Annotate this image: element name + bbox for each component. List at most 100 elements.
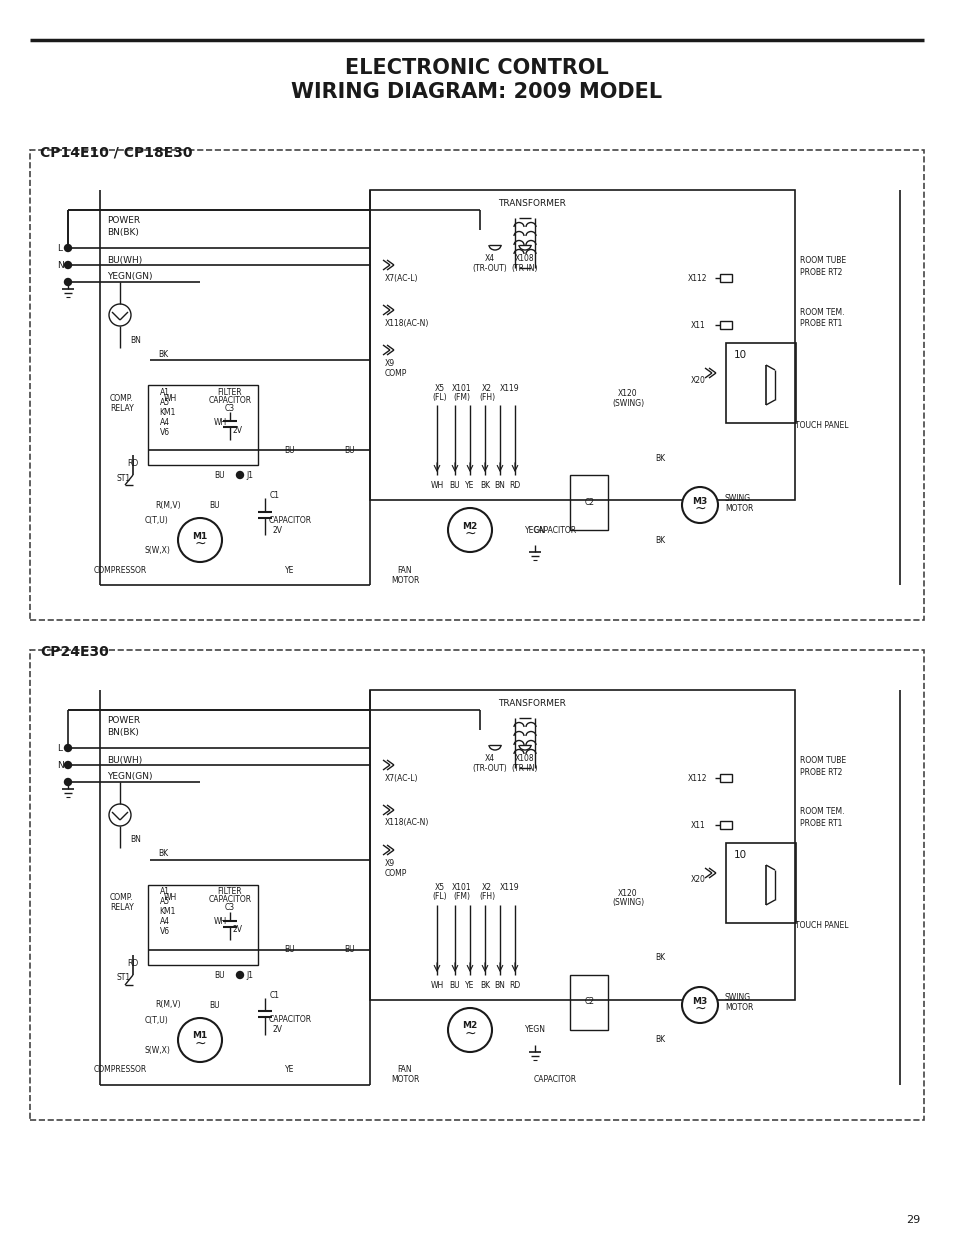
- Text: POWER: POWER: [107, 215, 140, 225]
- Bar: [720, 821, 731, 829]
- Text: WIRING DIAGRAM: 2009 MODEL: WIRING DIAGRAM: 2009 MODEL: [291, 82, 662, 103]
- Text: ST1: ST1: [117, 973, 131, 983]
- Text: C3: C3: [225, 904, 234, 913]
- Text: BU(WH): BU(WH): [107, 756, 142, 764]
- Text: CP14E10 / CP18E30: CP14E10 / CP18E30: [40, 144, 193, 159]
- Text: BU: BU: [284, 446, 295, 454]
- Text: TOUCH PANEL: TOUCH PANEL: [794, 920, 847, 930]
- Text: A1: A1: [160, 388, 170, 396]
- Text: YE: YE: [465, 981, 475, 989]
- Text: S(W,X): S(W,X): [145, 546, 171, 555]
- Text: (FM): (FM): [453, 393, 470, 401]
- Text: M1: M1: [193, 1031, 208, 1041]
- Text: ~: ~: [194, 537, 206, 551]
- Text: BK: BK: [655, 536, 664, 545]
- Text: L: L: [57, 743, 62, 752]
- Text: BU: BU: [210, 1000, 220, 1009]
- Text: (FM): (FM): [453, 893, 470, 902]
- Text: YEGN: YEGN: [524, 526, 545, 535]
- Text: V6: V6: [160, 927, 170, 936]
- Text: X11: X11: [690, 321, 704, 330]
- Text: X101: X101: [452, 384, 472, 393]
- Text: PROBE RT1: PROBE RT1: [800, 319, 841, 327]
- Text: X120: X120: [618, 888, 638, 898]
- Text: COMP.: COMP.: [110, 893, 133, 903]
- Text: X108: X108: [515, 753, 535, 762]
- Text: YE: YE: [465, 480, 475, 489]
- Text: CAPACITOR: CAPACITOR: [533, 526, 576, 535]
- Text: SWING: SWING: [724, 494, 750, 503]
- Text: X118(AC-N): X118(AC-N): [385, 819, 429, 827]
- Text: ~: ~: [194, 1037, 206, 1051]
- Text: A4: A4: [160, 417, 170, 426]
- Bar: [569, 974, 607, 1030]
- Text: BN: BN: [494, 480, 505, 489]
- Text: BU: BU: [214, 471, 225, 479]
- Text: 2V: 2V: [233, 426, 243, 435]
- Text: C2: C2: [584, 498, 595, 506]
- Text: ST1: ST1: [117, 473, 131, 483]
- Text: C(T,U): C(T,U): [145, 515, 169, 525]
- Circle shape: [448, 1008, 492, 1052]
- Text: WH: WH: [163, 893, 176, 903]
- Text: BU: BU: [344, 446, 355, 454]
- Text: BU: BU: [344, 946, 355, 955]
- Bar: [720, 321, 731, 329]
- Circle shape: [65, 745, 71, 752]
- Text: (SWING): (SWING): [611, 399, 643, 408]
- Text: WH: WH: [213, 918, 227, 926]
- Text: N: N: [57, 761, 64, 769]
- Text: X118(AC-N): X118(AC-N): [385, 319, 429, 327]
- Text: 2V: 2V: [233, 925, 243, 935]
- Text: BN: BN: [494, 981, 505, 989]
- Text: X2: X2: [481, 883, 492, 893]
- Circle shape: [65, 762, 71, 768]
- Text: BU(WH): BU(WH): [107, 256, 142, 264]
- Text: YE: YE: [285, 566, 294, 574]
- Text: (TR-IN): (TR-IN): [511, 263, 537, 273]
- Text: TRANSFORMER: TRANSFORMER: [497, 699, 565, 708]
- Text: ~: ~: [694, 501, 705, 516]
- Text: MOTOR: MOTOR: [724, 1004, 753, 1013]
- Text: A5: A5: [160, 898, 170, 906]
- Text: WH: WH: [430, 480, 443, 489]
- Text: A1: A1: [160, 888, 170, 897]
- Text: BU: BU: [210, 500, 220, 510]
- Text: RELAY: RELAY: [110, 404, 133, 412]
- Text: BU: BU: [214, 971, 225, 979]
- Text: BK: BK: [479, 981, 490, 989]
- Text: COMPRESSOR: COMPRESSOR: [93, 566, 147, 574]
- Text: R(M,V): R(M,V): [155, 1000, 181, 1009]
- Text: TOUCH PANEL: TOUCH PANEL: [794, 420, 847, 430]
- Text: FILTER: FILTER: [217, 888, 242, 897]
- Text: RD: RD: [509, 981, 520, 989]
- Text: BU: BU: [284, 946, 295, 955]
- Circle shape: [65, 262, 71, 268]
- Bar: [370, 190, 794, 500]
- Text: BN: BN: [131, 836, 141, 845]
- Text: X4: X4: [484, 253, 495, 263]
- Text: X5: X5: [435, 883, 445, 893]
- Text: ROOM TUBE: ROOM TUBE: [800, 256, 845, 264]
- Text: X9: X9: [385, 858, 395, 867]
- Bar: [370, 690, 794, 1000]
- Text: 2V: 2V: [273, 1025, 283, 1035]
- Text: ~: ~: [464, 1028, 476, 1041]
- Text: 29: 29: [904, 1215, 919, 1225]
- Text: V6: V6: [160, 427, 170, 436]
- Text: MOTOR: MOTOR: [391, 1076, 418, 1084]
- Text: ELECTRONIC CONTROL: ELECTRONIC CONTROL: [345, 58, 608, 78]
- Bar: [725, 343, 795, 424]
- Bar: [148, 885, 257, 965]
- Circle shape: [65, 245, 71, 252]
- Text: (FL): (FL): [433, 393, 447, 401]
- Text: RELAY: RELAY: [110, 904, 133, 913]
- Text: SWING: SWING: [724, 993, 750, 1003]
- Text: MOTOR: MOTOR: [724, 504, 753, 513]
- Bar: [725, 844, 795, 923]
- Text: L: L: [57, 243, 62, 252]
- Text: X2: X2: [481, 384, 492, 393]
- Text: A5: A5: [160, 398, 170, 406]
- Text: X20: X20: [690, 375, 704, 384]
- Circle shape: [109, 804, 131, 826]
